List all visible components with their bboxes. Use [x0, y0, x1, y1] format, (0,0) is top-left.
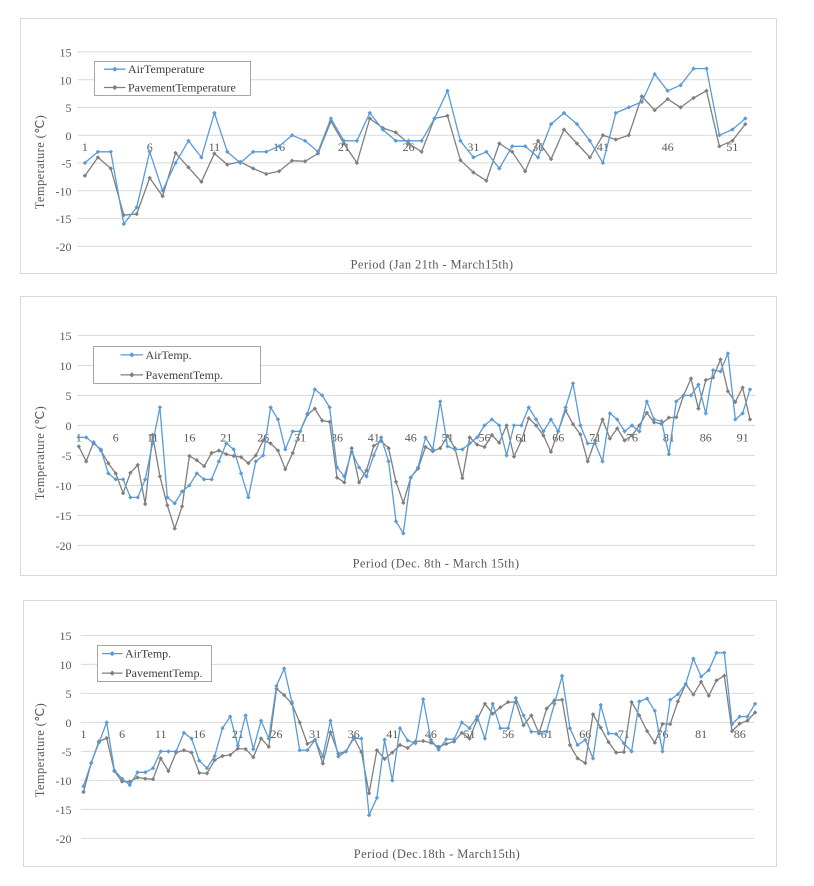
svg-text:56: 56 — [502, 727, 514, 741]
svg-text:21: 21 — [338, 140, 350, 154]
svg-text:-10: -10 — [56, 479, 72, 493]
svg-text:Temperature (℃): Temperature (℃) — [33, 115, 47, 209]
svg-text:PavementTemp.: PavementTemp. — [146, 368, 223, 382]
svg-text:86: 86 — [700, 430, 712, 444]
svg-text:AirTemperature: AirTemperature — [128, 62, 204, 76]
svg-text:76: 76 — [626, 430, 638, 444]
svg-text:Temperature (℃): Temperature (℃) — [33, 703, 47, 797]
svg-text:5: 5 — [66, 687, 72, 701]
svg-text:6: 6 — [119, 727, 125, 741]
svg-text:Period (Jan 21th - March15th): Period (Jan 21th - March15th) — [351, 258, 514, 272]
svg-text:21: 21 — [220, 430, 232, 444]
svg-text:0: 0 — [66, 419, 72, 433]
svg-text:-5: -5 — [62, 449, 72, 463]
svg-text:-10: -10 — [56, 774, 72, 788]
svg-text:1: 1 — [81, 727, 87, 741]
svg-text:46: 46 — [405, 430, 417, 444]
svg-text:PavementTemperature: PavementTemperature — [128, 81, 236, 95]
svg-text:-15: -15 — [56, 803, 72, 817]
svg-text:15: 15 — [60, 46, 72, 60]
svg-text:-15: -15 — [56, 212, 72, 226]
svg-text:-20: -20 — [56, 539, 72, 553]
svg-text:61: 61 — [541, 727, 553, 741]
svg-text:81: 81 — [695, 727, 707, 741]
svg-text:15: 15 — [60, 329, 72, 343]
svg-text:1: 1 — [82, 140, 88, 154]
svg-text:-5: -5 — [62, 745, 72, 759]
svg-text:41: 41 — [368, 430, 380, 444]
svg-text:10: 10 — [60, 73, 72, 87]
svg-text:5: 5 — [66, 101, 72, 115]
svg-text:Period (Dec.18th - March15th): Period (Dec.18th - March15th) — [354, 847, 520, 861]
svg-text:10: 10 — [60, 359, 72, 373]
svg-text:15: 15 — [60, 629, 72, 643]
svg-text:-10: -10 — [56, 184, 72, 198]
svg-text:-15: -15 — [56, 509, 72, 523]
svg-text:0: 0 — [66, 129, 72, 143]
svg-text:16: 16 — [193, 727, 205, 741]
svg-text:Temperature (℃): Temperature (℃) — [33, 406, 47, 500]
svg-text:26: 26 — [271, 727, 283, 741]
svg-text:11: 11 — [155, 727, 167, 741]
svg-text:46: 46 — [662, 140, 674, 154]
svg-text:10: 10 — [60, 658, 72, 672]
svg-text:61: 61 — [515, 430, 527, 444]
svg-text:0: 0 — [66, 716, 72, 730]
svg-text:86: 86 — [734, 727, 746, 741]
svg-text:31: 31 — [309, 727, 321, 741]
svg-text:41: 41 — [386, 727, 398, 741]
svg-text:-20: -20 — [56, 240, 72, 254]
svg-text:6: 6 — [113, 430, 119, 444]
svg-text:-20: -20 — [56, 832, 72, 846]
svg-text:PavementTemp.: PavementTemp. — [125, 666, 202, 680]
svg-text:AirTemp.: AirTemp. — [125, 647, 171, 661]
svg-text:AirTemp.: AirTemp. — [146, 348, 192, 362]
svg-text:26: 26 — [403, 140, 415, 154]
svg-text:Period (Dec. 8th - March 15th): Period (Dec. 8th - March 15th) — [353, 557, 520, 571]
svg-text:5: 5 — [66, 389, 72, 403]
svg-text:91: 91 — [737, 430, 749, 444]
svg-text:-5: -5 — [62, 157, 72, 171]
svg-text:11: 11 — [209, 140, 221, 154]
svg-text:16: 16 — [183, 430, 195, 444]
